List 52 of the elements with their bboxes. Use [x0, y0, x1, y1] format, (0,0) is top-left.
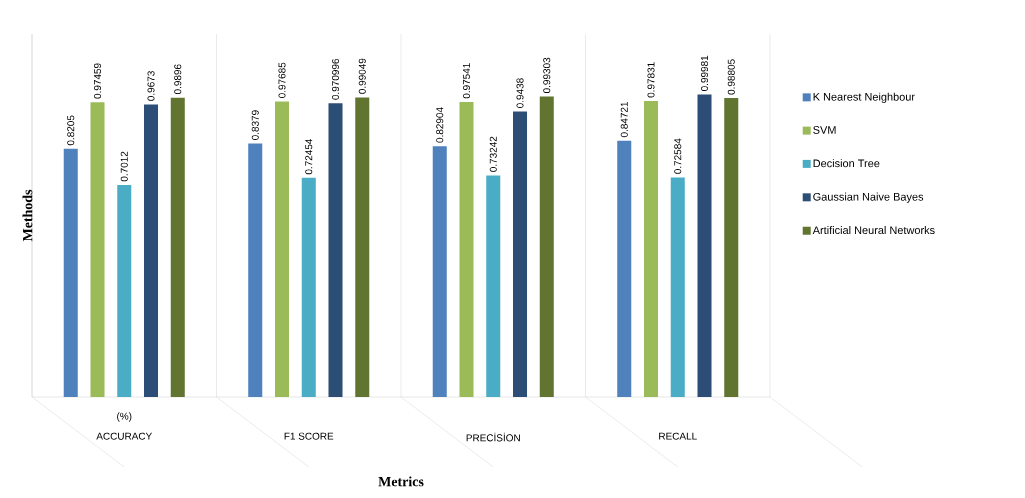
data-label: 0.72584 [674, 138, 682, 174]
bar [486, 175, 501, 397]
text: (%) [117, 412, 132, 422]
bar [248, 143, 263, 397]
bar [697, 94, 712, 397]
bar [301, 177, 316, 397]
y-axis-title: Methods [22, 189, 33, 242]
bar [63, 148, 78, 397]
bar [274, 101, 290, 397]
data-label: 0.98805 [727, 59, 735, 95]
bar [328, 103, 343, 397]
bar [432, 146, 447, 397]
data-label: 0.73242 [489, 136, 497, 172]
bar [90, 102, 105, 397]
bar [539, 96, 554, 397]
bar [170, 97, 185, 397]
data-label: 0.97685 [278, 62, 286, 98]
data-label: 0.8379 [251, 110, 259, 140]
x-tick-label: PRECİSİON [466, 432, 520, 442]
data-label: 0.7012 [120, 151, 128, 182]
data-label: 0.99303 [543, 57, 551, 94]
data-label: 0.72454 [305, 138, 313, 175]
data-label: 0.8205 [67, 115, 75, 146]
data-label: 0.9896 [174, 64, 182, 95]
bar [724, 98, 739, 397]
bar [513, 111, 528, 397]
legend-label: Decision Tree [813, 159, 880, 168]
bar [117, 184, 132, 397]
legend-label: Gaussian Naive Bayes [813, 192, 924, 203]
data-label: 0.9673 [147, 71, 155, 101]
bar [355, 97, 370, 397]
data-label: 0.82904 [436, 107, 444, 143]
legend-label: SVM [813, 126, 836, 134]
bar [643, 101, 659, 397]
data-label: 0.99049 [358, 58, 366, 94]
bar [459, 101, 474, 397]
data-label: 0.9438 [516, 78, 524, 108]
bar [617, 140, 632, 397]
data-label: 0.970996 [331, 58, 340, 100]
bar [143, 104, 159, 397]
x-axis-title: Metrics [378, 476, 424, 487]
x-tick-label: F1 SCORE [284, 432, 334, 440]
x-tick-label: ACCURACY [96, 432, 152, 440]
data-label: 0.84721 [620, 101, 628, 138]
data-label: 0.97831 [647, 62, 655, 98]
legend-label: Artificial Neural Networks [812, 226, 935, 235]
legend-label: K Nearest Neighbour [813, 92, 915, 103]
bar [670, 177, 685, 397]
x-tick-label: RECALL [659, 432, 697, 440]
data-label: 0.97541 [462, 63, 471, 99]
data-label: 0.99981 [700, 55, 709, 91]
data-label: 0.97459 [93, 63, 102, 99]
